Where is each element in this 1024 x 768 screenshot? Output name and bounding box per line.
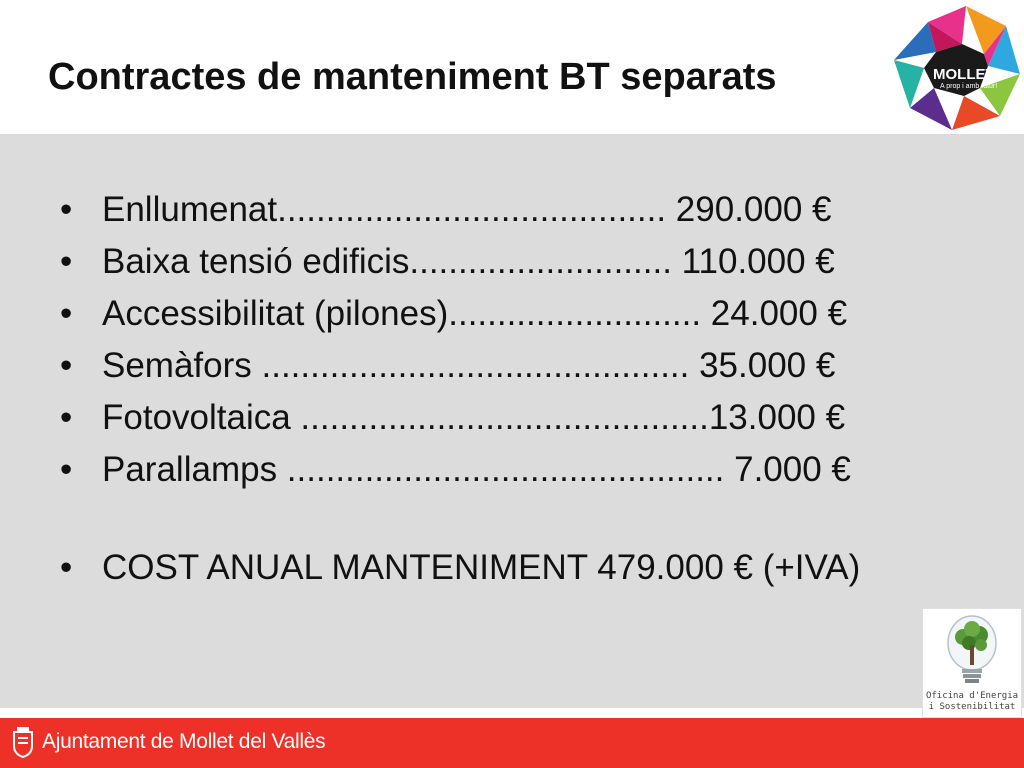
mollet-logo-graphic — [894, 6, 1020, 130]
list-item-label: Baixa tensió edificis...................… — [102, 242, 835, 281]
bullet-icon: • — [60, 398, 73, 437]
ajuntament-crest-icon — [13, 727, 33, 758]
bullet-icon: • — [60, 450, 73, 489]
list-item: • Fotovoltaica ..........................… — [58, 392, 851, 444]
list-item-label: Semàfors ...............................… — [102, 346, 836, 385]
oficina-energia-logo: Oficina d'Energia i Sostenibilitat — [922, 608, 1022, 718]
slide-header: Contractes de manteniment BT separats MO… — [0, 0, 1024, 134]
summary-item: • COST ANUAL MANTENIMENT 479.000 € (+IVA) — [58, 546, 922, 590]
list-item: • Baixa tensió edificis..................… — [58, 236, 851, 288]
slide-footer: Ajuntament de Mollet del Vallès — [0, 718, 1024, 768]
footer-organization: Ajuntament de Mollet del Vallès — [42, 730, 326, 753]
oficina-label: Oficina d'Energia i Sostenibilitat — [923, 691, 1021, 713]
list-item: • Accessibilitat (pilones)...............… — [58, 288, 851, 340]
list-item: • Enllumenat.............................… — [58, 184, 851, 236]
bullet-icon: • — [60, 190, 73, 229]
list-item-label: Fotovoltaica ...........................… — [102, 398, 846, 437]
oficina-label-line2: i Sostenibilitat — [928, 702, 1016, 712]
cost-list: • Enllumenat.............................… — [58, 184, 851, 496]
bullet-icon: • — [60, 294, 73, 333]
slide-title: Contractes de manteniment BT separats — [48, 56, 777, 98]
list-item: • Semàfors ..............................… — [58, 340, 851, 392]
oficina-label-line1: Oficina d'Energia — [925, 691, 1019, 701]
bullet-icon: • — [60, 242, 73, 281]
slide-content: • Enllumenat.............................… — [0, 134, 1024, 708]
summary-list: • COST ANUAL MANTENIMENT 479.000 € (+IVA) — [58, 546, 922, 590]
bullet-icon: • — [60, 548, 73, 587]
list-item-label: Parallamps .............................… — [102, 450, 851, 489]
summary-label: COST ANUAL MANTENIMENT 479.000 € (+IVA) — [102, 548, 861, 587]
mollet-logo: MOLLET A prop i amb futur! — [888, 4, 1024, 132]
list-item: • Parallamps ............................… — [58, 444, 851, 496]
list-item-label: Accessibilitat (pilones)................… — [102, 294, 848, 333]
bullet-icon: • — [60, 346, 73, 385]
list-item-label: Enllumenat..............................… — [102, 190, 832, 229]
mollet-logo-text: MOLLET — [933, 66, 995, 83]
mollet-logo-tagline: A prop i amb futur! — [940, 83, 998, 90]
lightbulb-tree-icon — [947, 615, 997, 683]
